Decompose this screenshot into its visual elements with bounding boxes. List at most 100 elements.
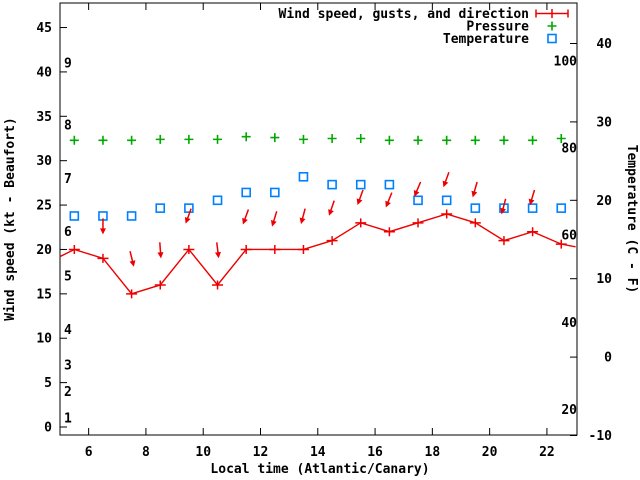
wind-arrow-head xyxy=(129,260,136,267)
wind-point-marker xyxy=(412,218,424,228)
pressure-point xyxy=(413,135,423,145)
temperature-point xyxy=(527,203,538,213)
plot-border xyxy=(59,2,578,436)
wind-point-marker xyxy=(441,209,453,219)
pressure-point xyxy=(213,134,223,144)
temperature-series xyxy=(69,171,567,221)
pressure-point xyxy=(327,133,337,143)
temperature-point xyxy=(327,179,337,190)
legend-sample-wind xyxy=(535,9,569,18)
wind-arrow-head xyxy=(242,217,248,225)
x-tick-label: 14 xyxy=(310,445,326,460)
wind-point-marker xyxy=(498,236,510,246)
wind-arrow-head xyxy=(413,190,420,197)
x-tick-label: 18 xyxy=(425,445,441,460)
wind-arrow-head xyxy=(184,216,191,224)
pressure-point xyxy=(470,135,480,145)
wind-point-marker xyxy=(212,280,224,290)
wind-arrow-head xyxy=(356,198,363,206)
axis-tick-labels: 6 8 10 12 14 16 18 20 22051015202530354045-10010… xyxy=(36,21,612,460)
pressure-point xyxy=(384,135,394,145)
pressure-point xyxy=(499,135,509,145)
legend-label-temperature: Temperature xyxy=(443,32,529,47)
wind-point-marker xyxy=(97,253,109,263)
x-tick-label: 22 xyxy=(539,445,555,460)
wind-arrow-head xyxy=(328,209,334,216)
legend-samples xyxy=(535,9,569,44)
temperature-point xyxy=(126,211,137,221)
x-tick-label: 6 xyxy=(85,445,93,460)
temperature-point xyxy=(384,179,395,190)
x-tick-label: 10 xyxy=(195,445,211,460)
temperature-point xyxy=(413,195,423,206)
pressure-point xyxy=(127,135,137,145)
axis-ticks xyxy=(60,3,577,436)
fahrenheit-scale-label: 20 xyxy=(561,403,577,418)
pressure-point xyxy=(356,133,366,143)
wind-arrow-head xyxy=(299,217,306,225)
y1-tick-label: 40 xyxy=(36,65,52,80)
beaufort-scale-label: 8 xyxy=(64,119,72,134)
x-tick-label: 20 xyxy=(482,445,498,460)
wind-arrow-head xyxy=(471,190,478,198)
y1-tick-label: 30 xyxy=(36,154,52,169)
y1-tick-label: 20 xyxy=(36,243,52,258)
beaufort-scale-label: 5 xyxy=(64,270,72,285)
y2-tick-label: 40 xyxy=(596,37,612,52)
temperature-point xyxy=(556,203,567,213)
temperature-point xyxy=(441,195,452,206)
beaufort-scale-label: 7 xyxy=(64,172,72,187)
x-tick-label: 16 xyxy=(367,445,383,460)
y-axis-label: Wind speed (kt - Beaufort) xyxy=(3,117,18,321)
wind-point-marker xyxy=(355,218,367,228)
temperature-point xyxy=(470,203,481,213)
pressure-point xyxy=(556,133,566,143)
pressure-point xyxy=(241,132,251,142)
y2-tick-label: 10 xyxy=(596,272,612,287)
fahrenheit-scale-label: 40 xyxy=(561,316,577,331)
pressure-point xyxy=(69,135,79,145)
fahrenheit-scale-label: 60 xyxy=(561,229,577,244)
wind-speed-line xyxy=(59,213,576,295)
y2-tick-label: -10 xyxy=(589,429,613,444)
y2-tick-label: 30 xyxy=(596,115,612,130)
temperature-point xyxy=(184,203,194,213)
wind-arrow-head xyxy=(500,207,506,215)
wind-arrow-head xyxy=(385,200,391,208)
beaufort-scale-label: 1 xyxy=(64,412,72,427)
x-tick-label: 8 xyxy=(142,445,150,460)
pressure-point xyxy=(98,135,108,145)
legend-sample-temperature xyxy=(547,33,557,44)
y1-tick-label: 10 xyxy=(36,332,52,347)
x-tick-label: 12 xyxy=(253,445,269,460)
wind-point-marker xyxy=(68,244,80,254)
wind-arrow-head xyxy=(99,228,106,235)
y2-tick-label: 0 xyxy=(604,351,612,366)
y1-tick-label: 45 xyxy=(36,21,52,36)
legend-sample-pressure xyxy=(547,21,557,31)
x-axis-label: Local time (Atlantic/Canary) xyxy=(210,462,429,477)
temperature-point xyxy=(69,211,80,221)
wind-arrow-head xyxy=(270,219,277,227)
temperature-point xyxy=(270,187,280,198)
wind-arrow-head xyxy=(528,198,535,206)
fahrenheit-scale-label: 100 xyxy=(554,54,578,69)
beaufort-scale-label: 6 xyxy=(64,225,72,240)
wind-point-marker xyxy=(154,280,166,290)
wind-point-marker xyxy=(297,244,309,254)
pressure-point xyxy=(442,135,452,145)
wind-point-marker xyxy=(183,244,195,254)
wind-point-marker xyxy=(555,239,567,249)
legend-label-pressure: Pressure xyxy=(466,20,529,35)
wind-arrow-head xyxy=(157,252,164,259)
y1-tick-label: 5 xyxy=(44,376,52,391)
beaufort-scale-label: 2 xyxy=(64,385,72,400)
wind-point-marker xyxy=(469,218,481,228)
wind-series xyxy=(59,171,576,299)
legend-label-wind: Wind speed, gusts, and direction xyxy=(279,7,529,22)
pressure-point xyxy=(270,133,280,143)
fahrenheit-scale-label: 80 xyxy=(561,142,577,157)
pressure-point xyxy=(155,134,165,144)
